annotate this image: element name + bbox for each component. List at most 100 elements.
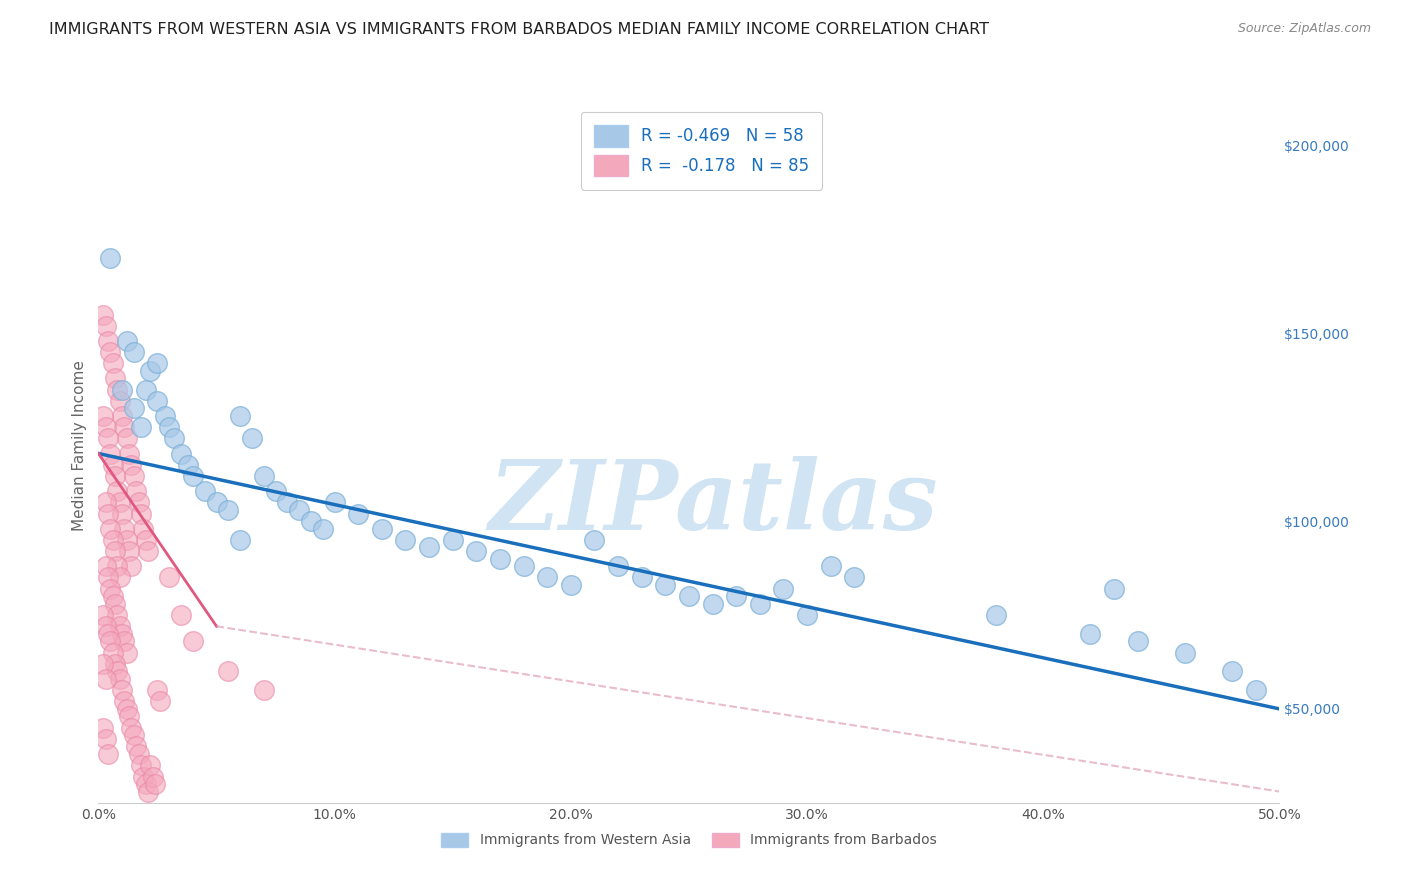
Point — [1102, 582, 1125, 596]
Point — [512, 559, 534, 574]
Point — [98, 345, 121, 359]
Point — [112, 634, 135, 648]
Point — [94, 672, 117, 686]
Point — [97, 570, 120, 584]
Point — [489, 551, 512, 566]
Point — [844, 570, 866, 584]
Point — [91, 607, 114, 622]
Point — [772, 582, 794, 596]
Point — [91, 308, 114, 322]
Point — [97, 432, 120, 446]
Point — [607, 559, 630, 574]
Point — [129, 507, 152, 521]
Point — [1080, 627, 1102, 641]
Point — [122, 728, 145, 742]
Point — [654, 578, 676, 592]
Point — [146, 356, 169, 370]
Point — [97, 747, 120, 761]
Point — [98, 522, 121, 536]
Point — [115, 533, 138, 547]
Point — [115, 702, 138, 716]
Point — [312, 522, 335, 536]
Point — [105, 607, 128, 622]
Point — [94, 495, 117, 509]
Point — [1220, 665, 1243, 679]
Point — [128, 495, 150, 509]
Point — [101, 646, 124, 660]
Point — [136, 784, 159, 798]
Point — [118, 709, 141, 723]
Point — [276, 495, 298, 509]
Point — [112, 694, 135, 708]
Point — [104, 469, 127, 483]
Point — [418, 541, 440, 555]
Point — [157, 420, 180, 434]
Point — [122, 469, 145, 483]
Point — [323, 495, 346, 509]
Point — [105, 383, 128, 397]
Point — [98, 446, 121, 460]
Point — [94, 318, 117, 333]
Point — [108, 495, 131, 509]
Point — [101, 356, 124, 370]
Point — [104, 371, 127, 385]
Point — [135, 383, 157, 397]
Point — [111, 383, 134, 397]
Point — [347, 507, 370, 521]
Y-axis label: Median Family Income: Median Family Income — [72, 360, 87, 532]
Legend: Immigrants from Western Asia, Immigrants from Barbados: Immigrants from Western Asia, Immigrants… — [434, 827, 943, 853]
Point — [157, 570, 180, 584]
Text: IMMIGRANTS FROM WESTERN ASIA VS IMMIGRANTS FROM BARBADOS MEDIAN FAMILY INCOME CO: IMMIGRANTS FROM WESTERN ASIA VS IMMIGRAN… — [49, 22, 990, 37]
Point — [253, 683, 276, 698]
Point — [94, 619, 117, 633]
Point — [122, 401, 145, 416]
Point — [122, 345, 145, 359]
Point — [163, 432, 186, 446]
Point — [229, 533, 252, 547]
Point — [118, 544, 141, 558]
Point — [135, 533, 157, 547]
Point — [560, 578, 582, 592]
Point — [153, 409, 176, 423]
Point — [111, 627, 134, 641]
Point — [142, 770, 165, 784]
Point — [820, 559, 842, 574]
Point — [143, 777, 166, 791]
Point — [748, 597, 770, 611]
Point — [101, 589, 124, 603]
Point — [121, 458, 143, 472]
Point — [128, 747, 150, 761]
Point — [105, 484, 128, 499]
Point — [115, 646, 138, 660]
Point — [299, 514, 322, 528]
Point — [465, 544, 488, 558]
Point — [121, 559, 143, 574]
Point — [104, 544, 127, 558]
Point — [264, 484, 287, 499]
Point — [229, 409, 252, 423]
Point — [441, 533, 464, 547]
Point — [240, 432, 263, 446]
Point — [139, 364, 162, 378]
Point — [125, 739, 148, 754]
Point — [112, 420, 135, 434]
Point — [796, 607, 818, 622]
Point — [205, 495, 228, 509]
Point — [121, 721, 143, 735]
Point — [1126, 634, 1149, 648]
Point — [125, 484, 148, 499]
Point — [149, 694, 172, 708]
Point — [101, 533, 124, 547]
Point — [536, 570, 558, 584]
Point — [181, 634, 204, 648]
Point — [194, 484, 217, 499]
Point — [105, 559, 128, 574]
Point — [217, 503, 239, 517]
Point — [135, 777, 157, 791]
Point — [115, 432, 138, 446]
Point — [108, 570, 131, 584]
Point — [253, 469, 276, 483]
Point — [583, 533, 606, 547]
Point — [94, 420, 117, 434]
Point — [94, 731, 117, 746]
